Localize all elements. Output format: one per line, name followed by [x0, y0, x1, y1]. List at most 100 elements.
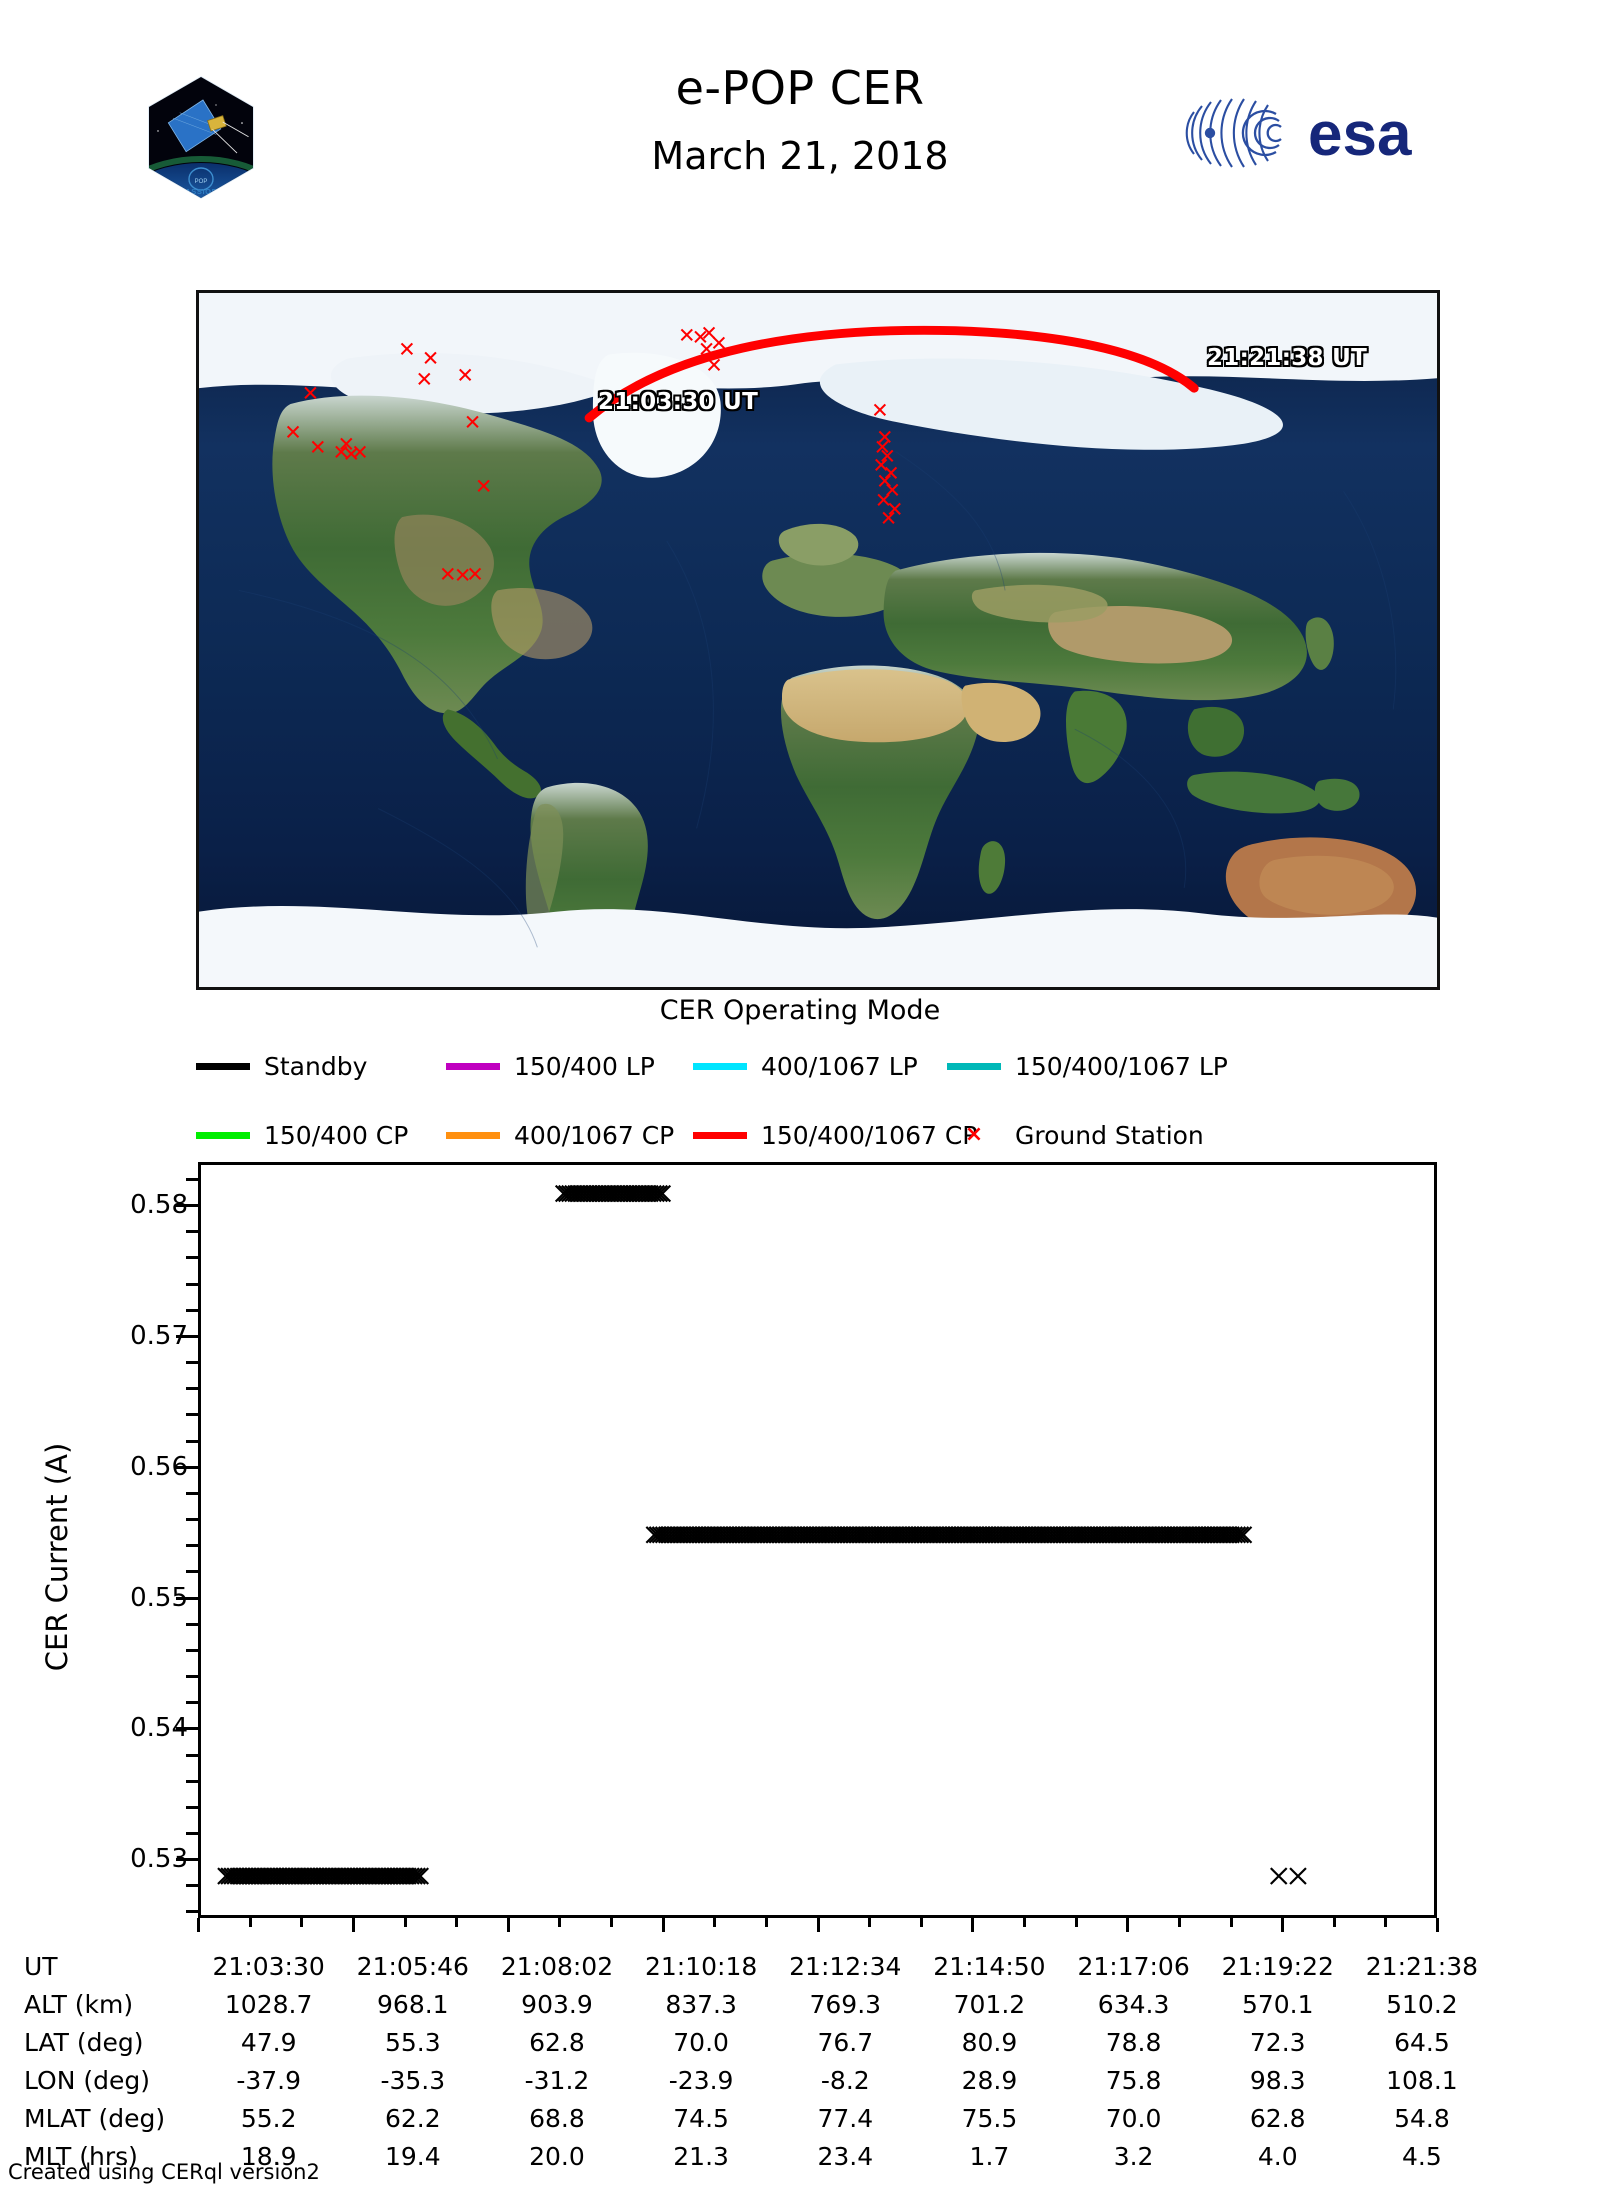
table-cell: 98.3: [1249, 2066, 1306, 2095]
y-tick-minor: [186, 1831, 198, 1835]
table-cell: 4.0: [1257, 2142, 1298, 2171]
y-tick-minor: [186, 1805, 198, 1809]
table-row: LAT (deg) 47.9 55.3 62.8 70.0 76.7 80.9 78.8 72.…: [24, 2024, 1494, 2062]
ground-station-marker: ✕: [882, 461, 900, 486]
data-marker: [408, 1867, 426, 1885]
legend-label: 400/1067 LP: [761, 1051, 918, 1081]
world-map-image: [199, 293, 1437, 987]
table-cell: -35.3: [380, 2066, 446, 2095]
table-row: ALT (km) 1028.7 968.1 903.9 837.3 769.3 701.2 6…: [24, 1986, 1494, 2024]
table-cell: 108.1: [1386, 2066, 1458, 2095]
legend-item[interactable]: 150/400 CP: [196, 1121, 408, 1150]
table-cell: 80.9: [961, 2028, 1018, 2057]
table-cell: 75.8: [1105, 2066, 1162, 2095]
x-tick-minor: [713, 1918, 717, 1927]
x-tick-minor: [558, 1918, 562, 1927]
table-row-label: ALT (km): [24, 1990, 134, 2019]
legend-item[interactable]: 150/400 LP: [446, 1052, 655, 1081]
table-cell: -23.9: [668, 2066, 734, 2095]
table-cell: 21:12:34: [789, 1952, 902, 1981]
legend-item[interactable]: 400/1067 CP: [446, 1121, 674, 1150]
data-marker: [411, 1867, 430, 1885]
table-cell: 68.8: [529, 2104, 585, 2133]
legend-color-swatch: [196, 1131, 250, 1139]
y-tick-mark: [176, 1596, 198, 1600]
legend-item[interactable]: Standby: [196, 1052, 367, 1081]
x-tick-mark: [1436, 1918, 1439, 1932]
legend-item[interactable]: 400/1067 LP: [693, 1052, 918, 1081]
legend: Standby 150/400 LP 400/1067 LP 150/400/1067…: [196, 1043, 1440, 1150]
table-cell: 21:08:02: [500, 1952, 614, 1981]
y-tick-minor: [186, 1256, 198, 1260]
x-tick-mark: [351, 1918, 355, 1932]
x-tick-minor: [403, 1918, 407, 1927]
table-cell: 701.2: [953, 1990, 1026, 2019]
data-marker: [1228, 1526, 1247, 1544]
legend-color-swatch: [693, 1062, 747, 1070]
table-cell: -37.9: [236, 2066, 301, 2095]
legend-color-swatch: [446, 1062, 500, 1070]
cer-current-plot[interactable]: [198, 1162, 1437, 1918]
y-tick-minor: [186, 1413, 198, 1417]
y-tick-label: 0.55: [130, 1582, 188, 1613]
legend-color-swatch: [196, 1062, 250, 1070]
ground-station-markers: ✕ ✕ ✕ ✕ ✕ ✕ ✕ ✕ ✕ ✕ ✕ ✕ ✕ ✕ ✕ ✕ ✕ ✕ ✕ ✕ ✕ ✕ ✕ ✕ ✕ ✕ ✕ ✕ ✕ ✕ ✕ ✕ ✕: [199, 293, 1437, 987]
ground-station-marker: ✕: [710, 331, 728, 356]
data-marker: [653, 1184, 672, 1203]
legend-color-swatch: [947, 1062, 1001, 1070]
table-cell: 75.5: [961, 2104, 1018, 2133]
table-cell: 62.8: [1249, 2104, 1306, 2133]
y-tick-minor: [186, 1570, 198, 1574]
x-tick-minor: [1074, 1918, 1078, 1927]
table-row-label: UT: [24, 1952, 58, 1981]
world-map-panel[interactable]: ✕ ✕ ✕ ✕ ✕ ✕ ✕ ✕ ✕ ✕ ✕ ✕ ✕ ✕ ✕ ✕ ✕ ✕ ✕ ✕ ✕ ✕ ✕ ✕ ✕ ✕ ✕ ✕ ✕ ✕ ✕ ✕ ✕ 21:03:…: [196, 290, 1440, 990]
y-tick-minor: [186, 1178, 198, 1181]
ground-station-marker: ✕: [700, 321, 718, 346]
x-tick-minor: [764, 1918, 768, 1927]
table-row-label: LAT (deg): [24, 2028, 144, 2057]
table-cell: 74.5: [673, 2104, 729, 2133]
table-cell: 78.8: [1105, 2028, 1162, 2057]
y-tick-minor: [186, 1675, 198, 1679]
table-cell: 18.9: [240, 2142, 297, 2171]
ground-station-marker: ✕: [332, 440, 351, 465]
table-cell: 70.0: [673, 2028, 729, 2057]
x-tick-minor: [248, 1918, 252, 1927]
y-tick-minor: [186, 1701, 198, 1705]
svg-text:POP: POP: [195, 179, 208, 185]
x-tick-mark: [971, 1918, 975, 1932]
table-cell: 4.5: [1402, 2142, 1442, 2171]
table-cell: 54.8: [1394, 2104, 1450, 2133]
page-title: e-POP CER: [675, 61, 925, 115]
y-tick-minor: [186, 1648, 198, 1652]
y-tick-label: 0.54: [130, 1713, 188, 1744]
x-tick-minor: [455, 1918, 459, 1927]
y-tick-minor: [186, 1282, 198, 1286]
y-axis-label: CER Current (A): [40, 1442, 74, 1672]
legend-item[interactable]: 150/400/1067 LP: [947, 1052, 1228, 1081]
legend-row: 150/400 CP 400/1067 CP 150/400/1067 CP × Gro…: [196, 1089, 1440, 1150]
y-tick-minor: [186, 1544, 198, 1548]
track-start-time-label: 21:03:30 UT: [598, 389, 759, 415]
table-cell: 21:19:22: [1221, 1952, 1334, 1981]
legend-item[interactable]: 150/400/1067 CP: [693, 1121, 977, 1150]
y-tick-minor: [186, 1230, 198, 1234]
ground-station-marker: ✕: [873, 435, 892, 460]
data-gap: [1273, 1529, 1284, 1540]
table-cell: 21:17:06: [1077, 1952, 1190, 1981]
table-cell: -8.2: [820, 2066, 870, 2095]
y-tick-minor: [186, 1518, 198, 1522]
ground-station-marker: ✕: [466, 562, 484, 587]
ephemeris-table: UT 21:03:30 21:05:46 21:08:02 21:10:18 21:12:…: [24, 1948, 1494, 2176]
legend-label: 150/400 CP: [264, 1120, 409, 1150]
y-tick-label: 0.58: [130, 1190, 188, 1221]
y-tick-minor: [186, 1308, 198, 1312]
x-tick-mark: [661, 1918, 665, 1932]
legend-item[interactable]: × Ground Station: [947, 1121, 1204, 1150]
ground-station-marker: ✕: [879, 506, 898, 531]
table-cell: 21:10:18: [644, 1952, 758, 1981]
table-row-label: MLAT (deg): [24, 2104, 166, 2133]
ground-station-marker: ✕: [878, 444, 897, 469]
y-tick-minor: [186, 1910, 198, 1914]
data-marker: [1270, 1867, 1288, 1885]
